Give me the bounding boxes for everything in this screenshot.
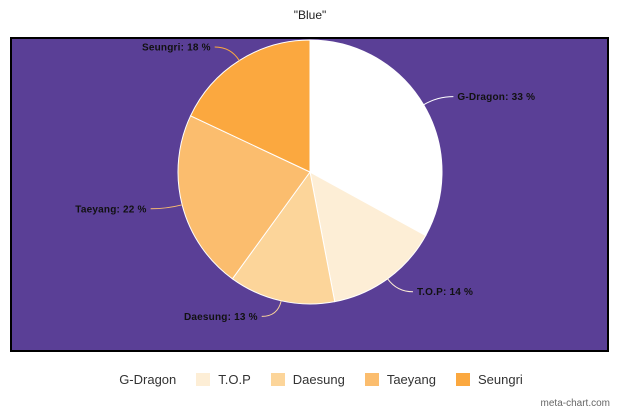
- legend-label: Seungri: [477, 372, 523, 387]
- slice-label: G-Dragon: 33 %: [457, 92, 535, 103]
- legend: G-Dragon T.O.P Daesung Taeyang Seungri: [0, 372, 620, 387]
- slice-label: Daesung: 13 %: [184, 312, 258, 323]
- legend-label: Taeyang: [386, 372, 436, 387]
- pie-slice-g-dragon[interactable]: [309, 39, 443, 237]
- slice-label: Seungri: 18 %: [142, 43, 211, 54]
- label-leader-line: [214, 46, 240, 61]
- pie-slice-seungri[interactable]: [189, 39, 311, 173]
- legend-label: G-Dragon: [119, 372, 177, 387]
- legend-item-seungri[interactable]: Seungri: [455, 372, 523, 387]
- legend-item-daesung[interactable]: Daesung: [270, 372, 345, 387]
- legend-swatch: [364, 373, 379, 386]
- legend-item-g-dragon[interactable]: G-Dragon: [97, 372, 176, 387]
- legend-swatch: [97, 373, 112, 386]
- label-leader-line: [150, 204, 183, 210]
- legend-item-top[interactable]: T.O.P: [196, 372, 251, 387]
- legend-label: T.O.P: [218, 372, 251, 387]
- slice-labels: G-Dragon: 33 % T.O.P: 14 % Daesung: 13 % Ta…: [75, 43, 535, 323]
- legend-label: Daesung: [292, 372, 345, 387]
- slice-label: T.O.P: 14 %: [417, 287, 473, 298]
- label-leader-line: [423, 96, 454, 106]
- label-leader-line: [387, 278, 413, 293]
- legend-swatch: [270, 373, 285, 386]
- legend-item-taeyang[interactable]: Taeyang: [364, 372, 436, 387]
- pie-slice-t-o-p[interactable]: [309, 171, 427, 303]
- plot-area: G-Dragon: 33 % T.O.P: 14 % Daesung: 13 % Ta…: [10, 37, 609, 352]
- pie-slices: [177, 39, 443, 305]
- label-leader-line: [261, 300, 282, 317]
- chart-title: "Blue": [293, 8, 327, 22]
- label-leaders: [150, 46, 454, 317]
- legend-swatch: [455, 373, 470, 386]
- pie-chart: G-Dragon: 33 % T.O.P: 14 % Daesung: 13 % Ta…: [75, 39, 535, 323]
- credit-text[interactable]: meta-chart.com: [540, 398, 610, 409]
- slice-label: Taeyang: 22 %: [75, 204, 146, 215]
- legend-swatch: [196, 373, 211, 386]
